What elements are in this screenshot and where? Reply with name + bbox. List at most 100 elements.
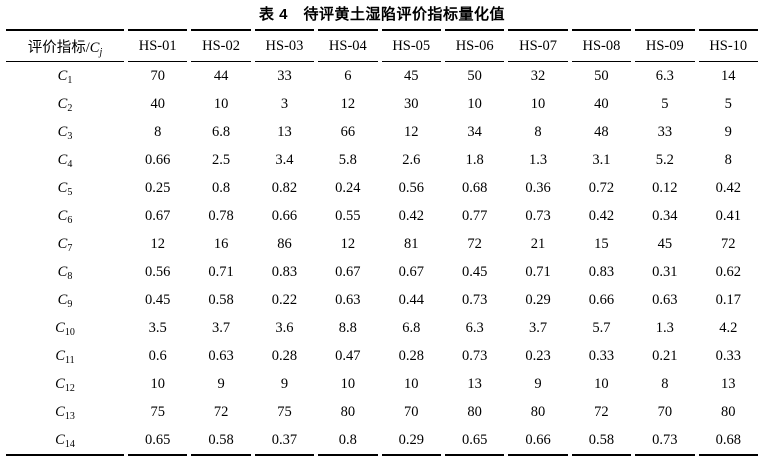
value-cell: 0.23 bbox=[525, 347, 551, 364]
value-cell: 0.42 bbox=[398, 207, 424, 224]
table-caption: 表 4 待评黄土湿陷评价指标量化值 bbox=[258, 6, 505, 23]
value-cell: 12 bbox=[340, 95, 356, 112]
row-subscript: 11 bbox=[65, 354, 75, 366]
table-row: C8 0.56 0.71 0.83 0.67 0.67 0.45 0.71 0.83 0.31 0.… bbox=[6, 258, 758, 286]
value-cell: 48 bbox=[594, 123, 609, 140]
value-cell: 0.47 bbox=[335, 347, 361, 364]
value-cell: 80 bbox=[721, 403, 736, 420]
value-cell: 9 bbox=[217, 375, 225, 392]
value-cell: 9 bbox=[280, 375, 289, 392]
value-cell: 66 bbox=[340, 123, 356, 140]
value-cell: 2.5 bbox=[212, 151, 231, 168]
value-cell: 10 bbox=[467, 95, 482, 112]
value-cell: 21 bbox=[530, 235, 546, 252]
value-cell: 0.29 bbox=[525, 291, 551, 308]
value-cell: 34 bbox=[467, 123, 482, 140]
value-cell: 0.58 bbox=[571, 426, 632, 456]
row-subscript: 5 bbox=[67, 186, 73, 198]
value-cell: 70 bbox=[404, 403, 419, 420]
value-cell: 0.77 bbox=[461, 207, 488, 224]
value-cell: 5 bbox=[724, 95, 732, 112]
value-cell: 12 bbox=[340, 235, 356, 252]
row-symbol: C bbox=[57, 263, 68, 280]
header-indicator-cell: 评价指标/Cj bbox=[6, 29, 124, 62]
header-col-hs-03: HS-03 bbox=[254, 29, 315, 62]
header-row: 评价指标/Cj HS-01 HS-02 HS-03 HS-04 HS-05 HS-06 HS… bbox=[6, 29, 758, 62]
value-cell: 6 bbox=[344, 67, 352, 84]
header-col-hs-01: HS-01 bbox=[128, 29, 188, 62]
value-cell: 0.41 bbox=[715, 207, 741, 224]
value-cell: 0.42 bbox=[588, 207, 615, 224]
row-symbol: C bbox=[55, 375, 65, 392]
value-cell: 3 bbox=[280, 95, 289, 112]
row-symbol: C bbox=[57, 179, 68, 196]
value-cell: 0.33 bbox=[588, 347, 615, 364]
row-indicator-cell: C12 bbox=[6, 370, 124, 398]
value-cell: 30 bbox=[404, 95, 419, 112]
row-symbol: C bbox=[57, 235, 68, 252]
header-col-hs-02: HS-02 bbox=[191, 29, 251, 62]
header-col-hs-07: HS-07 bbox=[508, 29, 568, 62]
row-indicator-cell: C5 bbox=[6, 174, 124, 202]
value-cell: 0.67 bbox=[335, 263, 361, 280]
row-indicator-cell: C1 bbox=[6, 62, 124, 90]
table-row: C2 40 10 3 12 30 10 10 40 5 5 bbox=[6, 90, 758, 118]
row-subscript: 8 bbox=[67, 270, 73, 282]
value-cell: 3.7 bbox=[212, 319, 231, 336]
indicator-symbol: C bbox=[89, 39, 100, 56]
table-row: C7 12 16 86 12 81 72 21 15 45 72 bbox=[6, 230, 758, 258]
row-subscript: 3 bbox=[67, 130, 73, 142]
value-cell: 0.83 bbox=[271, 263, 298, 280]
value-cell: 0.42 bbox=[715, 179, 741, 196]
value-cell: 80 bbox=[530, 403, 546, 420]
value-cell: 50 bbox=[594, 67, 609, 84]
value-cell: 0.8 bbox=[212, 179, 231, 196]
value-cell: 8 bbox=[661, 375, 669, 392]
value-cell: 81 bbox=[404, 235, 419, 252]
value-cell: 1.8 bbox=[465, 151, 484, 168]
value-cell: 0.73 bbox=[461, 347, 488, 364]
value-cell: 13 bbox=[467, 375, 482, 392]
value-cell: 5.7 bbox=[592, 319, 611, 336]
value-cell: 16 bbox=[213, 235, 229, 252]
value-cell: 0.24 bbox=[335, 179, 361, 196]
value-cell: 8 bbox=[724, 151, 732, 168]
value-cell: 10 bbox=[340, 375, 356, 392]
value-cell: 0.58 bbox=[191, 426, 251, 456]
value-cell: 6.8 bbox=[212, 123, 231, 140]
value-cell: 45 bbox=[404, 67, 419, 84]
value-cell: 15 bbox=[594, 235, 609, 252]
value-cell: 1.3 bbox=[528, 151, 548, 168]
value-cell: 0.66 bbox=[588, 291, 615, 308]
table-row: C12 10 9 9 10 10 13 9 10 8 13 bbox=[6, 370, 758, 398]
value-cell: 3.7 bbox=[528, 319, 548, 336]
table-row: C9 0.45 0.58 0.22 0.63 0.44 0.73 0.29 0.66 0.63 0.… bbox=[6, 286, 758, 314]
row-indicator-cell: C6 bbox=[6, 202, 124, 230]
value-cell: 2.6 bbox=[402, 151, 421, 168]
value-cell: 72 bbox=[213, 403, 229, 420]
value-cell: 9 bbox=[724, 123, 732, 140]
value-cell: 0.28 bbox=[271, 347, 298, 364]
value-cell: 12 bbox=[150, 235, 165, 252]
value-cell: 40 bbox=[594, 95, 609, 112]
value-cell: 0.67 bbox=[398, 263, 424, 280]
table-row: C4 0.66 2.5 3.4 5.8 2.6 1.8 1.3 3.1 5.2 8 bbox=[6, 146, 758, 174]
value-cell: 13 bbox=[277, 123, 292, 140]
indicator-subscript: j bbox=[99, 46, 103, 58]
value-cell: 0.73 bbox=[635, 426, 695, 456]
row-subscript: 12 bbox=[64, 382, 75, 394]
value-cell: 44 bbox=[213, 67, 229, 84]
row-indicator-cell: C8 bbox=[6, 258, 124, 286]
value-cell: 4.2 bbox=[719, 319, 738, 336]
value-cell: 0.66 bbox=[145, 151, 171, 168]
value-cell: 0.78 bbox=[208, 207, 234, 224]
value-cell: 10 bbox=[404, 375, 419, 392]
value-cell: 3.1 bbox=[592, 151, 611, 168]
value-cell: 0.73 bbox=[525, 207, 551, 224]
header-col-hs-04: HS-04 bbox=[318, 29, 378, 62]
value-cell: 33 bbox=[277, 67, 292, 84]
value-cell: 10 bbox=[213, 95, 229, 112]
row-subscript: 10 bbox=[64, 326, 75, 338]
row-symbol: C bbox=[55, 347, 66, 364]
